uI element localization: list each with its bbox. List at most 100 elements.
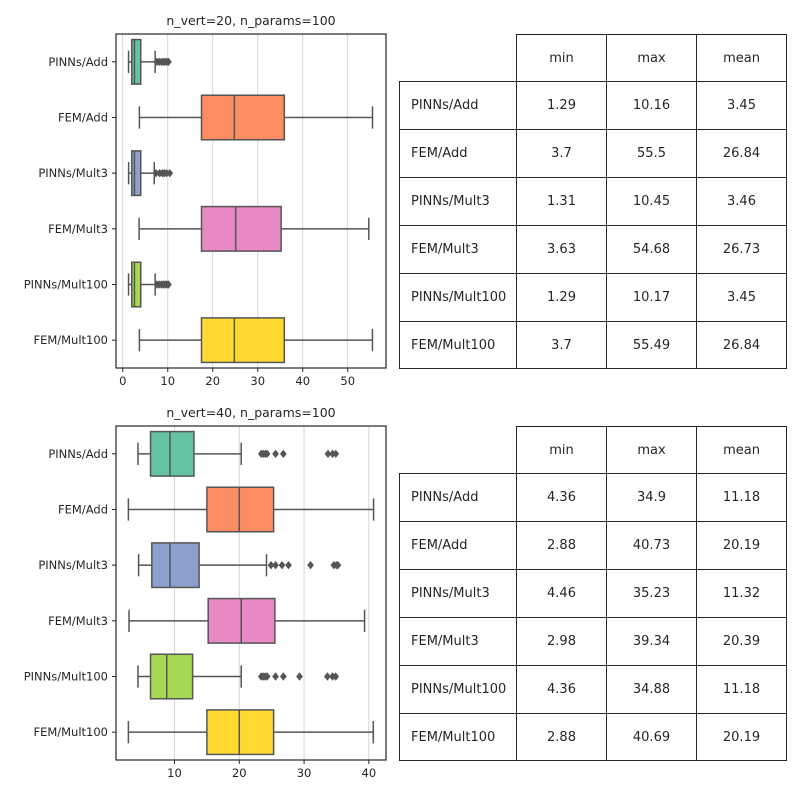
table-cell: 39.34 [606,617,697,666]
y-tick-label: PINNs/Mult100 [24,670,108,684]
table-cell: 3.7 [516,321,607,369]
table-cell: 1.31 [516,177,607,226]
stats-table-top: min max mean PINNs/Add 1.29 10.16 3.45 F… [399,34,787,369]
table-row: FEM/Mult3 2.98 39.34 20.39 [399,617,787,666]
table-cell: 35.23 [606,569,697,618]
table-row-label: FEM/Mult100 [399,713,517,761]
table-cell: 2.98 [516,617,607,666]
outlier-marker [324,449,332,459]
outlier-marker [307,560,314,570]
table-cell: 40.73 [606,521,697,570]
box-FEM/Mult100 [206,709,275,756]
table-cell: 10.16 [606,81,697,130]
outlier-marker [166,168,174,178]
outlier-marker [272,449,279,459]
table-cell: 10.45 [606,177,697,226]
table-row: FEM/Add 3.7 55.5 26.84 [399,129,787,178]
table-cell: 4.36 [516,473,607,522]
y-tick-label: FEM/Mult100 [33,725,108,739]
outlier-marker [334,560,342,570]
table-cell: 55.49 [606,321,697,369]
box-FEM/Mult100 [200,317,286,364]
table-cell: 26.84 [696,321,787,369]
box-FEM/Add [206,486,275,533]
box-PINNs/Mult3 [151,542,200,589]
table-cell: 26.73 [696,225,787,274]
table-cell: 3.46 [696,177,787,226]
y-tick-label: FEM/Mult100 [33,333,108,347]
table-cell: 1.29 [516,81,607,130]
y-tick-label: PINNs/Mult3 [38,166,108,180]
box-PINNs/Mult100 [131,261,142,308]
box-FEM/Mult3 [200,205,282,252]
box-PINNs/Mult3 [131,150,142,197]
table-row-label: FEM/Add [399,129,517,178]
table-col-header: mean [696,426,787,474]
x-tick-label: 40 [362,766,377,780]
outlier-marker [165,57,172,67]
table-cell: 3.63 [516,225,607,274]
table-cell: 40.69 [606,713,697,761]
x-tick-label: 10 [167,766,182,780]
box-PINNs/Mult100 [149,653,194,700]
plot-frame [115,425,387,761]
outlier-marker [332,672,340,681]
table-corner [399,34,517,82]
box-PINNs/Add [149,430,195,477]
table-cell: 34.9 [606,473,697,522]
table-col-header: min [516,34,607,82]
table-cell: 3.7 [516,129,607,178]
table-row-label: PINNs/Mult3 [399,177,517,226]
y-tick-label: PINNs/Mult100 [24,278,108,292]
x-tick-label: 0 [119,374,126,388]
outlier-marker [267,560,275,570]
table-row: FEM/Mult100 3.7 55.49 26.84 [399,321,787,369]
table-row-label: PINNs/Mult100 [399,665,517,714]
table-row: PINNs/Mult100 4.36 34.88 11.18 [399,665,787,714]
x-tick-label: 10 [160,374,175,388]
table-cell: 4.46 [516,569,607,618]
outlier-marker [332,449,340,459]
outlier-marker [263,672,271,681]
outlier-marker [279,449,287,459]
y-tick-label: FEM/Add [58,111,108,125]
plot-frame [115,33,387,369]
table-cell: 11.18 [696,473,787,522]
table-cell: 11.32 [696,569,787,618]
y-tick-label: FEM/Mult3 [48,614,108,628]
table-row-label: PINNs/Add [399,473,517,522]
table-col-header: max [606,426,697,474]
x-tick-label: 30 [297,766,312,780]
box-FEM/Add [200,94,286,141]
table-col-header: mean [696,34,787,82]
table-row-label: PINNs/Add [399,81,517,130]
table-cell: 2.88 [516,521,607,570]
table-row: PINNs/Add 4.36 34.9 11.18 [399,473,787,522]
table-row-label: FEM/Mult100 [399,321,517,369]
y-tick-label: PINNs/Mult3 [38,558,108,572]
table-cell: 20.19 [696,713,787,761]
outlier-marker [272,560,279,570]
y-tick-label: PINNs/Add [48,447,108,461]
table-cell: 54.68 [606,225,697,274]
table-row: FEM/Mult3 3.63 54.68 26.73 [399,225,787,274]
y-tick-label: FEM/Mult3 [48,222,108,236]
table-cell: 20.39 [696,617,787,666]
table-row-label: PINNs/Mult3 [399,569,517,618]
table-col-header: max [606,34,697,82]
x-tick-label: 50 [340,374,355,388]
box-PINNs/Add [131,38,142,85]
table-corner [399,426,517,474]
table-cell: 11.18 [696,665,787,714]
x-tick-label: 30 [250,374,265,388]
outlier-marker [152,168,160,178]
outlier-marker [285,560,292,570]
chart-title: n_vert=40, n_params=100 [166,405,335,420]
table-cell: 4.36 [516,665,607,714]
table-cell: 34.88 [606,665,697,714]
table-row-label: FEM/Mult3 [399,225,517,274]
table-cell: 10.17 [606,273,697,322]
table-cell: 3.45 [696,81,787,130]
table-cell: 55.5 [606,129,697,178]
